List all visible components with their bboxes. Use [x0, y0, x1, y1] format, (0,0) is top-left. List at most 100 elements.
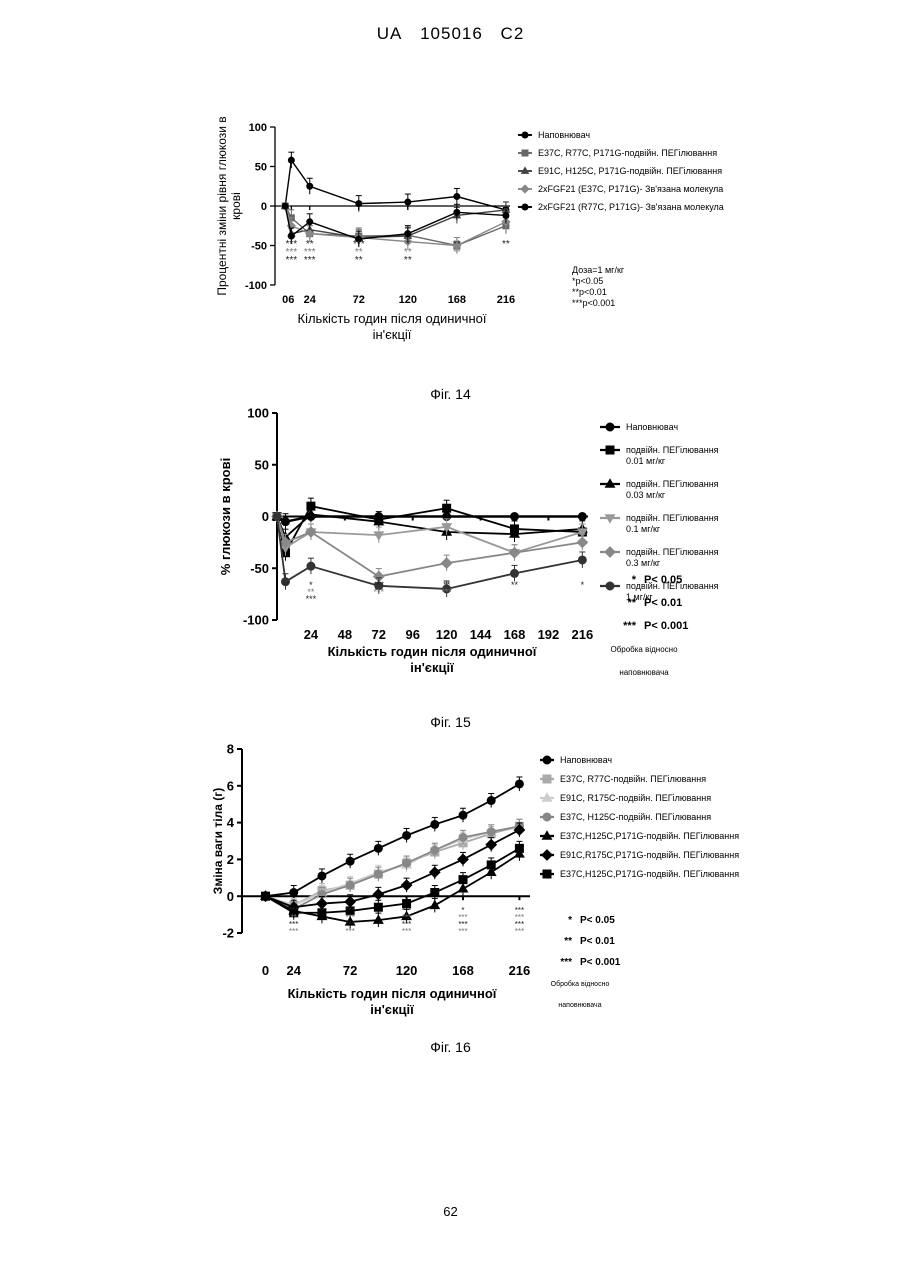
- data-point: [307, 562, 315, 570]
- x-tick-label: 120: [396, 963, 418, 978]
- data-point: [405, 199, 411, 205]
- legend-label: 2xFGF21 (E37C, P171G)- Зв'язана молекула: [538, 184, 723, 194]
- header-kind: C2: [501, 24, 525, 43]
- annotation-text: наповнювача: [619, 668, 669, 677]
- legend-item: E37C, H125C-подвійн. ПЕГілювання: [540, 812, 711, 822]
- annotation-text: ***p<0.001: [572, 298, 615, 308]
- y-axis-label: Процентні зміни рівня глюкози вкрові: [215, 116, 243, 295]
- data-point: [405, 231, 411, 237]
- annotation-stars: ***: [623, 620, 637, 632]
- x-tick-label: 168: [452, 963, 474, 978]
- legend-label: Наповнювач: [538, 130, 590, 140]
- legend-swatch-marker: [543, 775, 551, 783]
- y-tick-label: -100: [243, 613, 269, 628]
- annotation-stars: **: [627, 597, 636, 609]
- x-tick-label: 216: [509, 963, 531, 978]
- x-tick-label: 120: [399, 294, 417, 306]
- data-point: [441, 558, 451, 568]
- legend-label: подвійн. ПЕГілювання: [626, 513, 719, 523]
- x-tick-label: 192: [538, 627, 560, 642]
- x-axis-label-line: ін'єкції: [370, 1002, 414, 1017]
- x-tick-label: 96: [405, 627, 419, 642]
- x-tick-label: 24: [304, 294, 317, 306]
- x-tick-label: 0: [262, 963, 269, 978]
- data-point: [290, 889, 298, 897]
- data-point: [430, 867, 440, 877]
- x-tick-label: 48: [338, 627, 352, 642]
- significance-mark: ***: [306, 594, 317, 604]
- data-point: [486, 839, 496, 849]
- annotation-text: Обробка відносно: [551, 980, 610, 988]
- figure-15-caption: Фіг. 15: [0, 714, 901, 730]
- annotation-text: P< 0.001: [580, 957, 621, 968]
- series-4: [281, 202, 509, 253]
- data-point: [443, 504, 451, 512]
- x-tick-label: 72: [372, 627, 386, 642]
- legend-item: 2xFGF21 (E37C, P171G)- Зв'язана молекула: [518, 184, 723, 194]
- significance-mark: ***: [289, 927, 298, 936]
- data-point: [273, 513, 281, 521]
- y-axis-label: Зміна ваги тіла (г): [211, 788, 225, 894]
- legend-item: 2xFGF21 (R77C, P171G)- Зв'язана молекула: [518, 202, 724, 212]
- y-tick-label: -2: [222, 926, 234, 941]
- significance-mark: ***: [441, 587, 452, 597]
- series-line: [266, 784, 520, 896]
- data-point: [515, 780, 523, 788]
- legend-swatch-marker: [606, 446, 614, 454]
- series-line: [266, 826, 520, 905]
- data-point: [356, 201, 362, 207]
- significance-legend: *P< 0.05**P< 0.01***P< 0.001Обробка відн…: [551, 915, 621, 1009]
- y-axis-label: % глюкози в крові: [218, 458, 233, 575]
- data-point: [459, 876, 467, 884]
- page-number: 62: [0, 1204, 901, 1219]
- significance-mark: **: [404, 255, 412, 266]
- annotation-text: *p<0.05: [572, 276, 603, 286]
- series-line: [266, 826, 520, 905]
- series-2: [282, 203, 509, 254]
- legend: Наповнювач E37C, R77C, P171G-подвійн. ПЕГ…: [518, 130, 724, 212]
- series-line: [285, 160, 506, 210]
- annotation-text: P< 0.05: [644, 574, 682, 586]
- data-point: [577, 537, 587, 547]
- annotation-text: Обробка відносно: [610, 645, 678, 654]
- legend-item: E37C, R77C, P171G-подвійн. ПЕГілювання: [518, 148, 717, 158]
- data-point: [346, 881, 354, 889]
- data-point: [288, 157, 294, 163]
- significance-mark: ***: [286, 255, 298, 266]
- x-axis-label-line: Кількість годин після одиничної: [328, 644, 537, 659]
- data-point: [281, 518, 289, 526]
- data-point: [454, 209, 460, 215]
- legend-label: E37C, R77C-подвійн. ПЕГілювання: [560, 774, 706, 784]
- y-tick-label: 50: [255, 161, 267, 173]
- legend-item: подвійн. ПЕГілювання0.03 мг/кг: [600, 479, 719, 500]
- legend-label: Наповнювач: [560, 755, 612, 765]
- significance-mark: ***: [402, 927, 411, 936]
- significance-mark: ***: [374, 587, 385, 597]
- series-line: [277, 517, 582, 522]
- x-tick-label: 120: [436, 627, 458, 642]
- data-point: [346, 857, 354, 865]
- y-tick-label: 50: [255, 457, 269, 472]
- annotation-text: P< 0.01: [580, 936, 615, 947]
- data-point: [374, 870, 382, 878]
- data-point: [282, 203, 288, 209]
- legend-swatch-marker: [542, 850, 552, 860]
- annotation-text: P< 0.01: [644, 597, 682, 609]
- header-country: UA: [377, 24, 403, 43]
- legend-label: E37C,H125C,P171G-подвійн. ПЕГілювання: [560, 869, 739, 879]
- series-1: [262, 777, 524, 900]
- significance-mark: ***: [458, 927, 467, 936]
- y-tick-label: 2: [227, 852, 234, 867]
- significance-mark: **: [282, 580, 290, 590]
- figure-15-chart: 100500-50-10024487296120144168192216% гл…: [0, 395, 901, 695]
- y-axis-label-line: Процентні зміни рівня глюкози в: [215, 116, 229, 295]
- data-point: [510, 569, 518, 577]
- x-tick-label: 168: [448, 294, 466, 306]
- legend-label: 2xFGF21 (R77C, P171G)- Зв'язана молекула: [538, 202, 724, 212]
- data-point: [487, 861, 495, 869]
- legend-label: подвійн. ПЕГілювання: [626, 445, 719, 455]
- legend: Наповнювач E37C, R77C-подвійн. ПЕГілюванн…: [540, 755, 739, 879]
- annotation-stars: *: [568, 915, 572, 926]
- x-tick-label: 216: [497, 294, 515, 306]
- series-3: [272, 506, 587, 545]
